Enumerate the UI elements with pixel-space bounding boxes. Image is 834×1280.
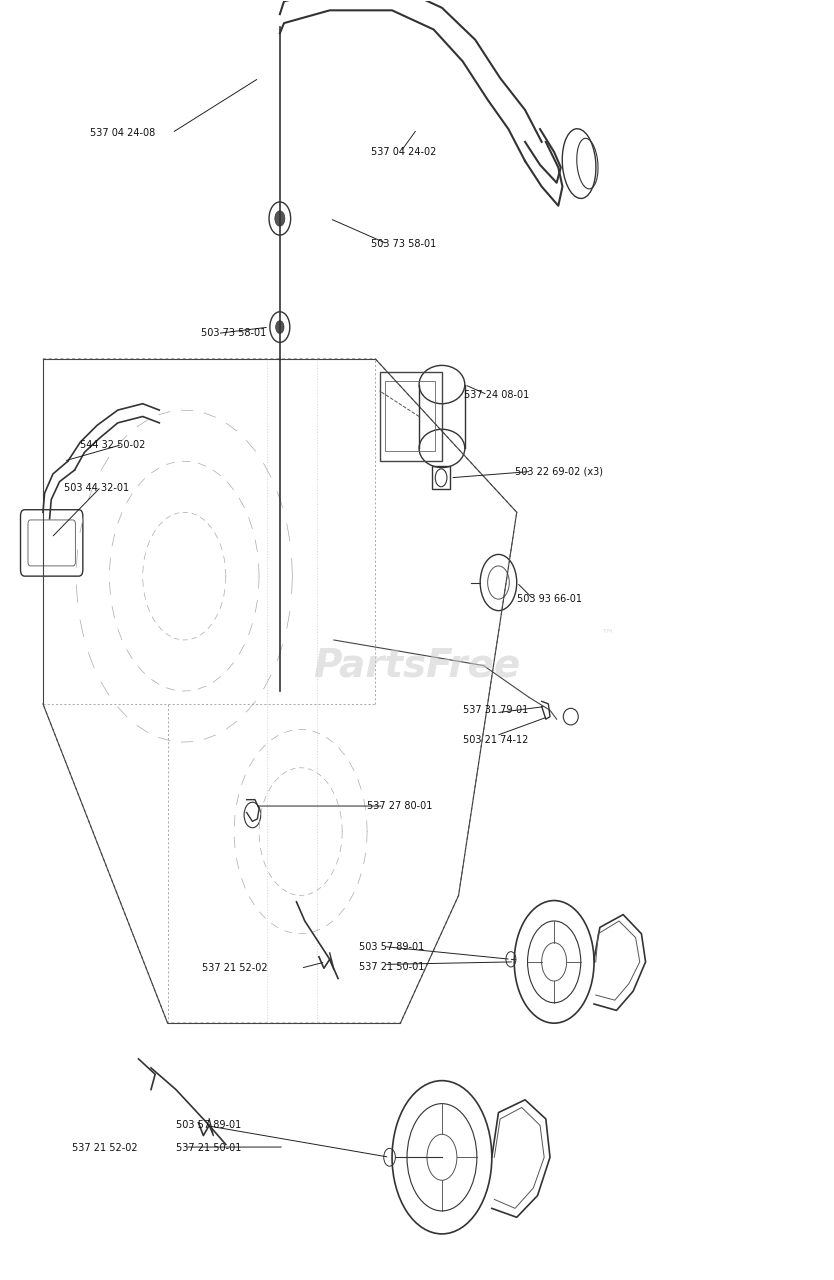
Bar bbox=[379, 371, 442, 461]
Circle shape bbox=[276, 321, 284, 334]
Text: ™: ™ bbox=[601, 627, 615, 640]
Text: 537 04 24-02: 537 04 24-02 bbox=[371, 147, 437, 157]
Bar bbox=[432, 466, 450, 489]
Text: 503 73 58-01: 503 73 58-01 bbox=[371, 239, 436, 250]
Bar bbox=[385, 380, 435, 451]
Text: 537 21 50-01: 537 21 50-01 bbox=[359, 963, 425, 972]
Text: 503 44 32-01: 503 44 32-01 bbox=[63, 483, 129, 493]
Circle shape bbox=[275, 211, 285, 227]
Text: 503 93 66-01: 503 93 66-01 bbox=[517, 594, 582, 604]
Text: 537 21 50-01: 537 21 50-01 bbox=[176, 1143, 241, 1153]
Text: 537 24 08-01: 537 24 08-01 bbox=[465, 390, 530, 399]
Text: 503 73 58-01: 503 73 58-01 bbox=[201, 329, 266, 338]
Text: 537 21 52-02: 537 21 52-02 bbox=[72, 1143, 138, 1153]
Text: 537 04 24-08: 537 04 24-08 bbox=[90, 128, 155, 138]
Text: 537 21 52-02: 537 21 52-02 bbox=[202, 964, 268, 973]
Text: 503 22 69-02 (x3): 503 22 69-02 (x3) bbox=[515, 466, 603, 476]
Text: 503 57 89-01: 503 57 89-01 bbox=[359, 942, 424, 951]
Text: 503 57 89-01: 503 57 89-01 bbox=[176, 1120, 241, 1130]
Text: 503 21 74-12: 503 21 74-12 bbox=[463, 735, 528, 745]
Text: PartsFree: PartsFree bbox=[314, 646, 520, 685]
Text: 537 27 80-01: 537 27 80-01 bbox=[367, 801, 433, 812]
Text: 544 32 50-02: 544 32 50-02 bbox=[80, 439, 146, 449]
Text: 537 31 79-01: 537 31 79-01 bbox=[463, 705, 528, 716]
